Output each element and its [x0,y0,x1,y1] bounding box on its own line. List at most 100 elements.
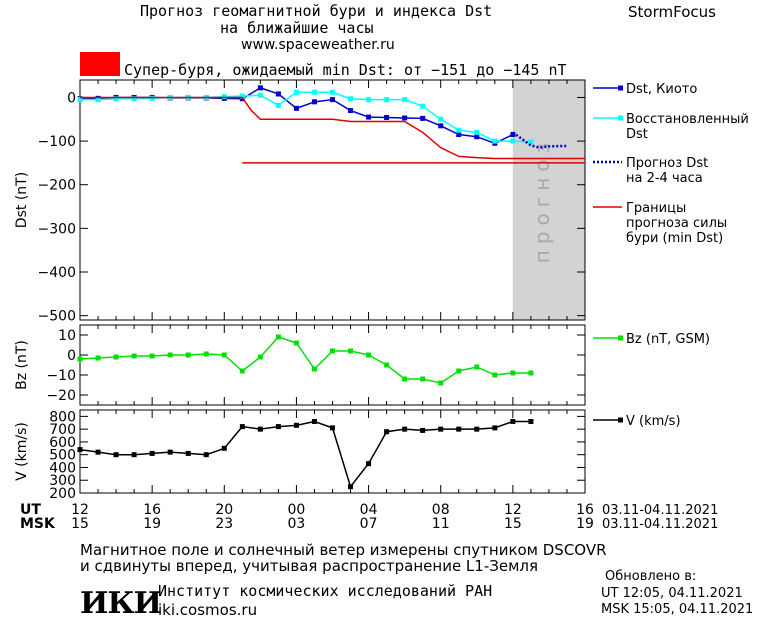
series-line [79,336,531,384]
data-point [510,132,516,138]
site-link[interactable]: www.spaceweather.ru [241,37,395,53]
x-row-label-msk: MSK [20,516,56,532]
data-point [221,445,227,451]
date-range-msk: 03.11-04.11.2021 [602,517,718,532]
y-tick-label: −500 [38,309,76,325]
legend-label: V (km/s) [626,414,681,429]
data-point [456,426,462,432]
legend-marker [618,115,623,121]
data-point [474,134,480,140]
data-point [257,426,263,432]
data-point [293,89,299,95]
x-tick-label-ut: 12 [504,502,522,518]
data-point [203,452,209,458]
data-point [293,105,299,111]
data-point [366,461,372,467]
data-point [131,96,137,102]
data-point [510,138,516,144]
brand-label: StormFocus [628,3,716,21]
y-tick-label: 300 [49,473,76,489]
forecast-band-label: прогноз [530,137,554,263]
y-tick-label: 700 [49,422,76,438]
data-point [275,334,281,340]
y-tick-label: 800 [49,409,76,425]
x-tick-label-ut: 00 [288,502,306,518]
data-point [366,97,372,103]
x-tick-label-ut: 08 [432,502,450,518]
y-tick-label: −10 [46,368,76,384]
institute-site-link[interactable]: iki.cosmos.ru [158,601,258,619]
data-point [239,93,245,99]
legend-label: Прогноз Dst на 2-4 часа [626,156,708,186]
data-point [167,352,173,358]
x-tick-label-msk: 23 [215,516,233,532]
series-line [80,96,585,160]
data-point [420,376,426,382]
data-point [131,452,137,458]
data-point [185,352,191,358]
data-point [528,370,534,376]
panel-frame [79,324,586,406]
data-point [257,354,263,360]
data-point [384,429,390,435]
data-point [221,94,227,100]
data-point [384,362,390,368]
y-tick-label: −400 [38,265,76,281]
data-point [438,380,444,386]
y-tick-label: 10 [58,328,76,344]
legend-label: Dst, Киото [626,82,697,97]
data-point [492,138,498,144]
legend-label: Bz (nT, GSM) [626,332,710,347]
data-point [221,352,227,358]
data-point [348,484,354,490]
data-point [510,418,516,424]
data-point [474,129,480,135]
data-point [438,116,444,122]
data-point [348,108,354,114]
data-point [420,115,426,121]
data-point [348,348,354,354]
x-tick-label-msk: 03 [288,516,306,532]
data-point [456,132,462,138]
legend-marker [618,85,623,91]
data-point [239,368,245,374]
data-point [474,364,480,370]
data-point [95,355,101,361]
chart-title-line1: Прогноз геомагнитной бури и индекса Dst [140,2,493,20]
data-point [438,426,444,432]
x-tick-label-msk: 07 [360,516,378,532]
data-point [420,427,426,433]
institute-name: Институт космических исследований РАН [158,582,493,600]
data-point [149,450,155,456]
iki-logo: ИКИ [80,586,162,621]
data-point [149,95,155,101]
series-line [512,131,567,149]
y-tick-label: 600 [49,435,76,451]
legend-label: Границы прогноза силы бури (min Dst) [626,201,727,246]
data-point [366,114,372,120]
footer-note-line2: и сдвинуты вперед, учитывая распростране… [80,557,539,575]
x-tick-label-ut: 20 [215,502,233,518]
updated-ut: UT 12:05, 04.11.2021 [601,586,743,601]
data-point [95,97,101,103]
data-point [131,353,137,359]
x-tick-label-ut: 04 [360,502,378,518]
data-point [348,96,354,102]
y-tick-label: 500 [49,448,76,464]
x-tick-label-msk: 15 [504,516,522,532]
data-point [149,353,155,359]
y-tick-label: 0 [67,90,76,106]
data-point [275,102,281,108]
data-point [510,370,516,376]
x-tick-label-ut: 16 [143,502,161,518]
updated-label: Обновлено в: [605,569,697,584]
forecast-band [512,80,585,320]
y-axis-label: Bz (nT) [14,340,30,390]
data-point [528,139,534,145]
data-point [95,449,101,455]
data-point [492,372,498,378]
data-point [77,97,83,103]
data-point [77,447,83,453]
legend-marker [618,417,623,423]
